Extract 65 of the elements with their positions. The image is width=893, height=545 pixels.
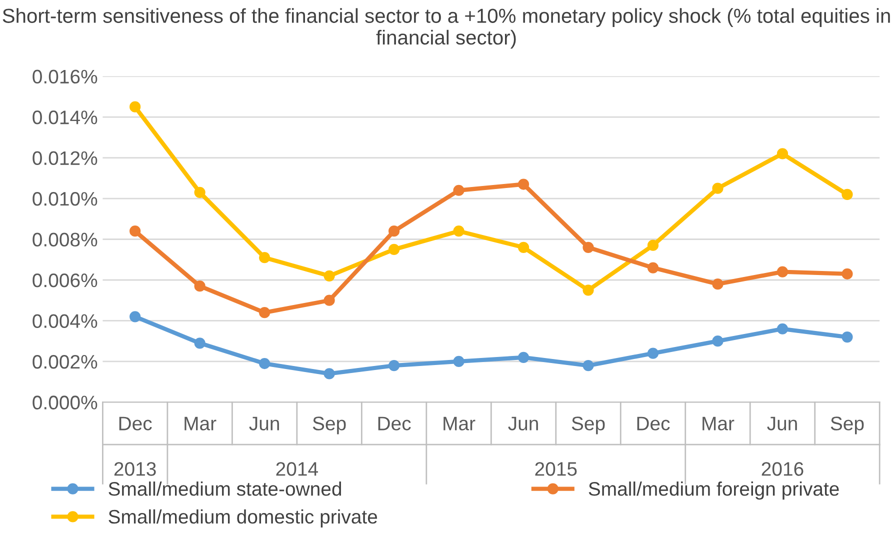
- point: [518, 178, 530, 190]
- y-tick-label: 0.014%: [32, 110, 98, 124]
- point: [842, 188, 853, 200]
- x-tick-label: Dec: [378, 416, 411, 430]
- x-tick-label: Jun: [508, 416, 538, 430]
- point: [258, 358, 270, 370]
- y-tick-label: 0.002%: [32, 354, 98, 369]
- legend-label: Small/medium domestic private: [108, 509, 378, 528]
- x-tick-label: Mar: [184, 416, 216, 430]
- point: [582, 284, 594, 296]
- point: [712, 278, 724, 290]
- chart-title: Short-term sensitiveness of the financial sector to a +10% monetary policy shock (% total equities in financial sector): [2, 8, 890, 49]
- point: [582, 242, 594, 253]
- y-tick-label: 0.000%: [32, 396, 98, 410]
- text: 2014: [276, 462, 318, 476]
- point: [258, 252, 270, 264]
- y-tick-label: 0.016%: [32, 70, 98, 84]
- text: 2013: [114, 462, 156, 476]
- point: [388, 226, 400, 237]
- point: [647, 262, 659, 274]
- x-tick-label: Jun: [249, 416, 279, 430]
- x-tick-label: Sep: [830, 416, 864, 434]
- point: [388, 244, 400, 255]
- point: [324, 368, 335, 380]
- point: [842, 268, 853, 280]
- point: [518, 352, 530, 363]
- y-tick-label: 0.010%: [32, 192, 98, 206]
- point: [324, 270, 335, 282]
- point: [453, 226, 464, 237]
- x-tick-label: Mar: [444, 416, 476, 430]
- text: 2015: [535, 462, 577, 476]
- point: [194, 280, 206, 292]
- x-tick-label: Dec: [119, 416, 152, 430]
- point: [647, 240, 659, 251]
- point: [582, 360, 594, 372]
- point: [647, 348, 659, 359]
- point: [776, 148, 788, 160]
- y-tick-label: 0.004%: [32, 314, 98, 328]
- point: [194, 338, 206, 349]
- point: [776, 323, 788, 334]
- point: [130, 101, 141, 112]
- x-tick-label: Jun: [767, 416, 797, 430]
- point: [453, 184, 464, 196]
- x-tick-label: Mar: [702, 416, 734, 430]
- point: [194, 186, 206, 198]
- legend-label: Small/medium foreign private: [588, 482, 839, 500]
- point: [518, 242, 530, 253]
- y-tick-label: 0.006%: [32, 273, 98, 288]
- x-tick-label: Sep: [312, 416, 346, 434]
- point: [130, 311, 141, 322]
- point: [712, 182, 724, 194]
- point: [130, 226, 141, 237]
- legend-label: Small/medium state-owned: [108, 482, 342, 496]
- point: [712, 336, 724, 347]
- point: [453, 356, 464, 368]
- point: [842, 331, 853, 343]
- point: [258, 307, 270, 318]
- point: [388, 360, 400, 372]
- y-tick-label: 0.008%: [32, 232, 98, 246]
- point: [776, 266, 788, 278]
- text: 2016: [762, 462, 804, 476]
- x-tick-label: Sep: [572, 416, 605, 434]
- x-tick-label: Dec: [637, 416, 670, 430]
- point: [324, 294, 335, 306]
- y-tick-label: 0.012%: [32, 151, 98, 166]
